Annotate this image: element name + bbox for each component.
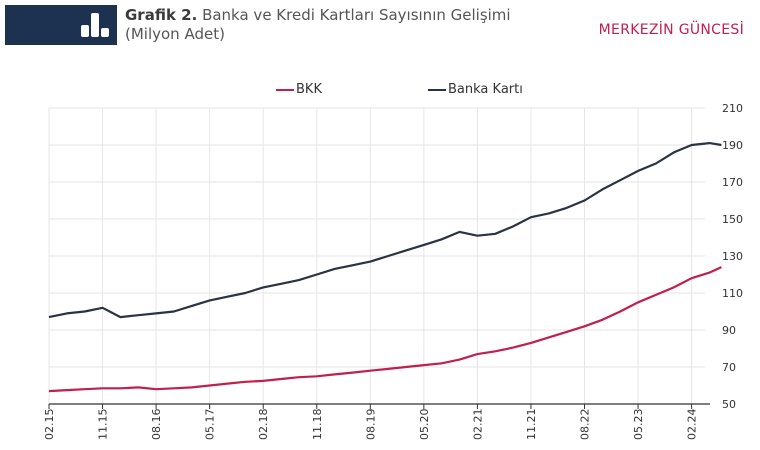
y-tick-label: 110 — [722, 287, 743, 300]
x-tick-label: 02.21 — [471, 409, 484, 441]
x-tick-label: 02.18 — [257, 409, 270, 441]
legend-label-banka-karti: Banka Kartı — [448, 82, 523, 97]
x-tick-label: 11.15 — [97, 409, 110, 441]
legend-swatch-bkk — [276, 88, 294, 91]
x-tick-label: 11.18 — [311, 409, 324, 441]
y-tick-label: 150 — [722, 213, 743, 226]
legend-swatch-banka-karti — [428, 88, 446, 91]
series-line-banka-karti — [48, 142, 722, 319]
header-badge — [5, 5, 117, 45]
x-tick-label: 08.16 — [150, 409, 163, 441]
brand-label: MERKEZİN GÜNCESİ — [598, 22, 744, 38]
legend-label-bkk: BKK — [296, 82, 322, 97]
y-tick-label: 130 — [722, 250, 743, 263]
y-tick-label: 70 — [722, 361, 736, 374]
title-text: Banka ve Kredi Kartları Sayısının Gelişi… — [197, 6, 511, 24]
y-tick-label: 210 — [722, 102, 743, 115]
y-tick-label: 190 — [722, 139, 743, 152]
y-tick-label: 170 — [722, 176, 743, 189]
x-tick-label: 02.15 — [43, 409, 56, 441]
x-tick-label: 05.17 — [204, 409, 217, 441]
series-line-bkk — [48, 266, 722, 393]
legend-item-bkk: BKK — [276, 82, 322, 97]
legend: BKK Banka Kartı — [0, 82, 760, 102]
bar-chart-icon — [81, 13, 109, 37]
legend-item-banka-karti: Banka Kartı — [428, 82, 523, 97]
x-tick-label: 05.23 — [632, 409, 645, 441]
chart-title: Grafik 2. Banka ve Kredi Kartları Sayısı… — [125, 6, 511, 44]
x-tick-label: 11.21 — [525, 409, 538, 441]
x-tick-label: 02.24 — [686, 409, 699, 441]
y-tick-label: 90 — [722, 324, 736, 337]
x-tick-label: 08.19 — [364, 409, 377, 441]
title-bold: Grafik 2. — [125, 6, 198, 24]
y-tick-label: 50 — [722, 398, 736, 411]
x-tick-label: 08.22 — [579, 409, 592, 441]
title-subtitle: (Milyon Adet) — [125, 25, 225, 43]
x-tick-label: 05.20 — [418, 409, 431, 441]
